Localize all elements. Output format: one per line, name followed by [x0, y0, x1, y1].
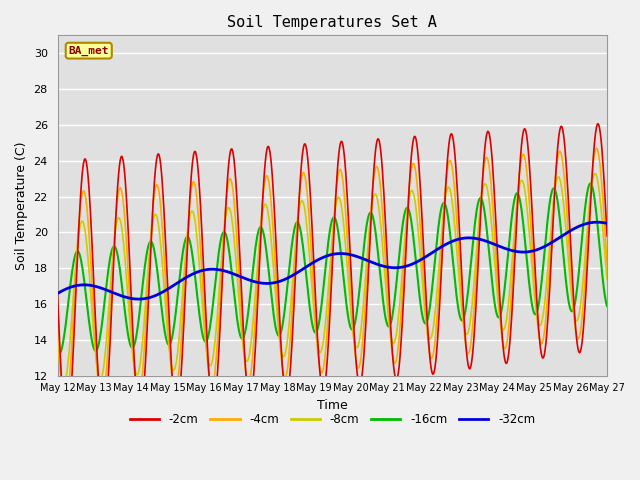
X-axis label: Time: Time — [317, 399, 348, 412]
Text: BA_met: BA_met — [68, 46, 109, 56]
Legend: -2cm, -4cm, -8cm, -16cm, -32cm: -2cm, -4cm, -8cm, -16cm, -32cm — [125, 408, 540, 431]
Title: Soil Temperatures Set A: Soil Temperatures Set A — [227, 15, 437, 30]
Y-axis label: Soil Temperature (C): Soil Temperature (C) — [15, 141, 28, 270]
